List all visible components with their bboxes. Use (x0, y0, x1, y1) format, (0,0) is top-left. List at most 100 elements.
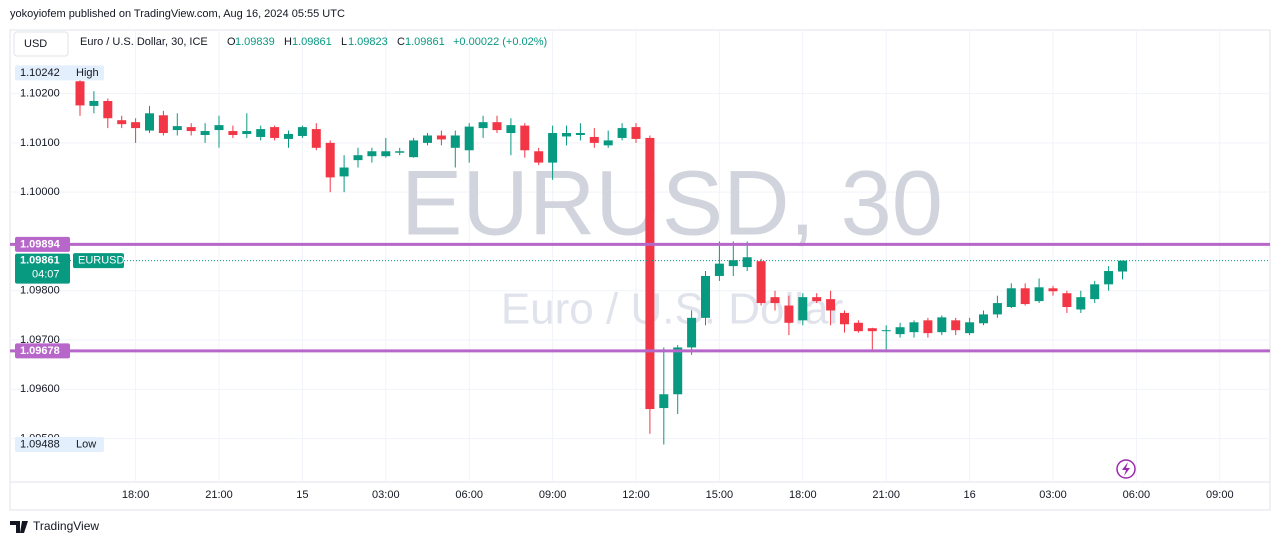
candle-body (186, 127, 196, 132)
candle-body (506, 125, 516, 134)
symbol-box (73, 253, 124, 269)
x-tick-label: 21:00 (872, 489, 900, 501)
candle-body (367, 151, 377, 157)
x-tick-label: 03:00 (1039, 489, 1067, 501)
candle-body (311, 129, 321, 148)
candle-body (867, 328, 877, 332)
candle-body (701, 275, 710, 318)
candle-body (1118, 260, 1127, 272)
candle-body (534, 151, 544, 163)
low-value: 1.09823 (348, 36, 388, 48)
candle-body (242, 131, 252, 135)
open-value: 1.09839 (235, 36, 275, 48)
candle-body (395, 151, 405, 153)
candle-body (103, 100, 113, 119)
candle-body (353, 155, 363, 161)
candle-body (228, 131, 238, 135)
candle-body (812, 297, 822, 302)
footer-brand: TradingView (33, 519, 99, 533)
x-tick-label: 09:00 (539, 489, 567, 501)
alert-icon[interactable] (1116, 459, 1136, 479)
candle-body (895, 327, 905, 335)
candle-body (1076, 297, 1086, 310)
candle-body (436, 135, 446, 140)
candle-body (603, 140, 613, 146)
candle-body (659, 394, 669, 409)
candle-body (214, 125, 224, 131)
last-price-label: 1.09861 (20, 255, 60, 267)
high-value: 1.09861 (292, 36, 332, 48)
candle-body (117, 120, 127, 125)
x-tick-label: 18:00 (122, 489, 150, 501)
candle-body (784, 305, 794, 323)
watermark: EURUSD, 30 (401, 152, 943, 254)
currency-button[interactable] (13, 31, 69, 57)
candles (75, 72, 1127, 445)
marker-label: High (76, 67, 99, 79)
candle-body (798, 297, 808, 321)
open-label: O (227, 36, 236, 48)
candle-body (687, 317, 697, 348)
x-tick-label: 12:00 (622, 489, 650, 501)
x-tick-label: 15:00 (706, 489, 734, 501)
tv-logo (10, 521, 28, 533)
candle-body (617, 128, 627, 138)
x-tick-label: 16 (963, 489, 975, 501)
last-price-box (15, 253, 70, 284)
candle-body (200, 131, 210, 135)
candle-body (270, 127, 280, 138)
candle-body (631, 127, 641, 139)
candle-body (770, 297, 780, 304)
candle-body (256, 129, 266, 137)
candle-body (1048, 288, 1058, 292)
candle-body (589, 136, 599, 143)
candle-body (645, 137, 655, 410)
x-tick-label: 09:00 (1206, 489, 1234, 501)
high-label: H (284, 36, 292, 48)
grid (10, 30, 1270, 482)
price-label-box (15, 236, 70, 252)
marker-value: 1.09488 (20, 438, 60, 450)
chart-frame (9, 29, 1271, 511)
candle-body (937, 317, 947, 333)
candle-body (714, 263, 724, 276)
candle-body (131, 122, 141, 129)
candle-body (979, 314, 988, 324)
candle-body (909, 322, 919, 333)
candle-body (673, 347, 683, 395)
candle-body (1090, 284, 1100, 300)
change: +0.00022 (+0.02%) (453, 36, 547, 48)
candle-body (423, 135, 432, 143)
candle-body (575, 133, 585, 135)
candle-body (548, 133, 558, 163)
alert-bolt (1122, 462, 1130, 476)
currency[interactable]: USD (24, 38, 47, 50)
candle-body (409, 140, 419, 158)
candle-body (881, 330, 891, 332)
candle-body (172, 126, 182, 131)
candle-body (742, 257, 752, 268)
price-label-box (15, 343, 70, 359)
candle-body (297, 127, 307, 136)
candle-body (339, 167, 349, 177)
close-value: 1.09861 (405, 36, 445, 48)
candle-body (992, 303, 1002, 315)
candle-body (464, 126, 474, 151)
candle-body (1034, 287, 1044, 302)
marker-label: Low (76, 438, 96, 450)
candle-body (1020, 288, 1030, 305)
price-label: 1.09894 (20, 238, 61, 250)
x-tick-label: 15 (296, 489, 308, 501)
candle-body (1104, 271, 1114, 285)
candle-body (965, 322, 975, 334)
y-tick-label: 1.10100 (20, 137, 60, 149)
marker-box (15, 437, 104, 453)
candle-body (381, 151, 391, 157)
x-tick-label: 03:00 (372, 489, 400, 501)
marker-value: 1.10242 (20, 67, 60, 79)
candle-body (158, 115, 168, 134)
candle-body (840, 312, 849, 325)
candle-body (75, 81, 85, 106)
